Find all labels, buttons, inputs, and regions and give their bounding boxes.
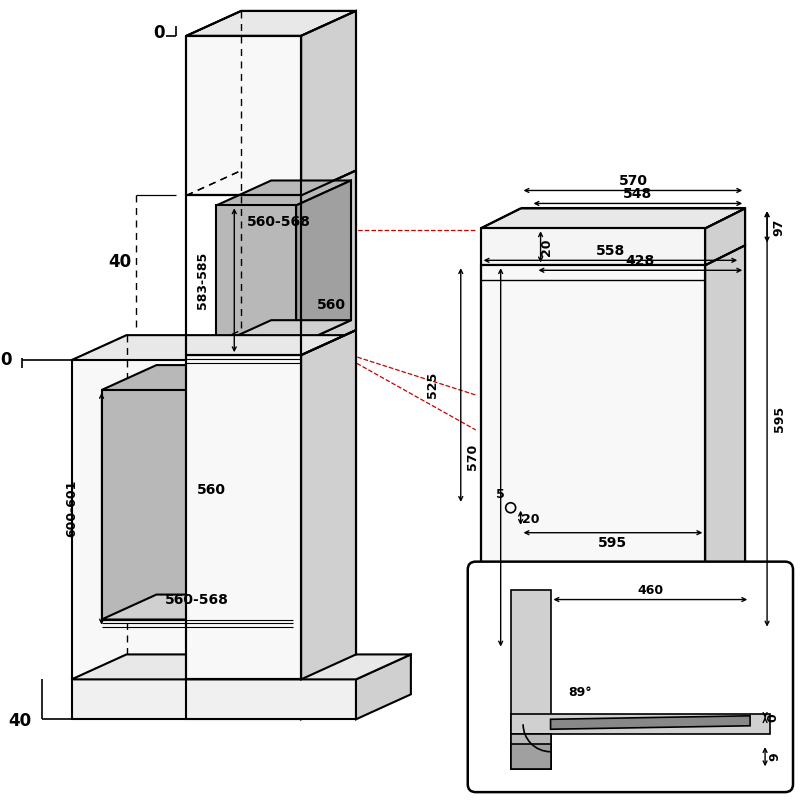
Polygon shape — [510, 744, 550, 769]
Text: 0: 0 — [0, 351, 12, 369]
Text: 525: 525 — [426, 372, 439, 398]
Text: 560: 560 — [197, 482, 226, 497]
Polygon shape — [72, 679, 301, 719]
Text: 97: 97 — [773, 218, 786, 235]
Text: 558: 558 — [596, 244, 625, 258]
Polygon shape — [301, 11, 356, 195]
Text: 0: 0 — [153, 24, 165, 42]
Polygon shape — [706, 246, 745, 650]
Text: 460: 460 — [638, 584, 663, 597]
Polygon shape — [510, 734, 550, 769]
Polygon shape — [102, 390, 293, 619]
Polygon shape — [301, 170, 356, 355]
Text: 9: 9 — [769, 752, 782, 761]
Polygon shape — [481, 209, 745, 228]
Polygon shape — [216, 181, 351, 206]
Polygon shape — [301, 654, 356, 719]
Polygon shape — [186, 654, 411, 679]
Text: 595: 595 — [773, 406, 786, 432]
Polygon shape — [102, 365, 348, 390]
Polygon shape — [510, 590, 550, 769]
Text: 20: 20 — [522, 514, 539, 526]
Polygon shape — [481, 228, 706, 266]
Polygon shape — [186, 355, 301, 679]
Text: 570: 570 — [618, 174, 647, 189]
Text: 40: 40 — [108, 254, 131, 271]
Text: 560: 560 — [317, 298, 346, 312]
Polygon shape — [293, 365, 348, 619]
Polygon shape — [216, 206, 296, 345]
Polygon shape — [301, 330, 356, 679]
FancyBboxPatch shape — [468, 562, 793, 792]
Text: 600-601: 600-601 — [65, 480, 78, 538]
Text: 5: 5 — [496, 488, 505, 502]
Text: 0: 0 — [766, 713, 779, 722]
Polygon shape — [102, 594, 348, 619]
Text: 40: 40 — [9, 712, 32, 730]
Polygon shape — [186, 36, 301, 195]
Polygon shape — [301, 335, 356, 679]
Text: 89°: 89° — [569, 686, 592, 699]
Text: 548: 548 — [623, 187, 653, 202]
Polygon shape — [186, 11, 356, 36]
Polygon shape — [510, 714, 770, 734]
Text: 583-585: 583-585 — [196, 252, 209, 309]
Text: 560-568: 560-568 — [247, 215, 311, 230]
Polygon shape — [72, 360, 301, 679]
Polygon shape — [216, 320, 351, 345]
Polygon shape — [356, 654, 411, 719]
Polygon shape — [481, 266, 706, 650]
Text: 428: 428 — [626, 254, 655, 268]
Polygon shape — [296, 181, 351, 345]
Text: 570: 570 — [466, 444, 479, 470]
Polygon shape — [72, 654, 356, 679]
Text: 595: 595 — [598, 536, 627, 550]
Text: 20: 20 — [540, 238, 553, 255]
Polygon shape — [706, 209, 745, 266]
Polygon shape — [550, 716, 750, 730]
Polygon shape — [72, 335, 356, 360]
Text: 560-568: 560-568 — [165, 593, 228, 606]
Polygon shape — [186, 679, 356, 719]
